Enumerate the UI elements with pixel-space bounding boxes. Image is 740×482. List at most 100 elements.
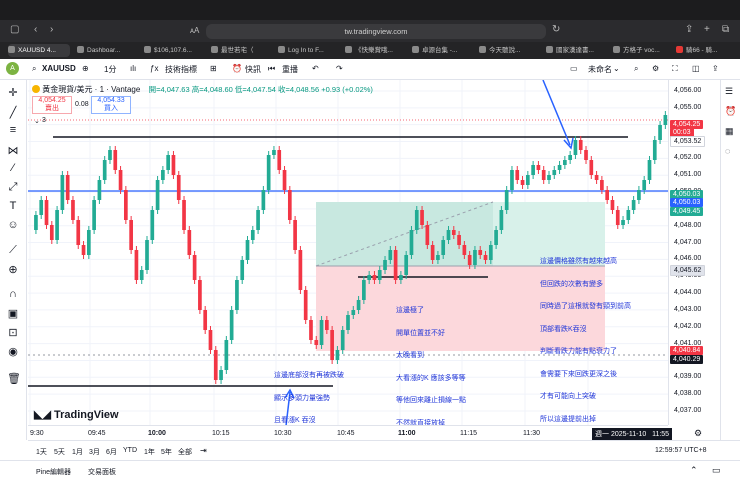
calendar-icon[interactable]: ▦	[725, 126, 734, 136]
lock-drawings-icon[interactable]: ▣	[7, 308, 19, 320]
price-badge: 4,053.52	[670, 136, 706, 147]
candle-body	[229, 310, 234, 340]
annotation-middle[interactable]: 這邊極了 開單位置並不好 太晚看到 大看漲的K 應該多等等 等他回來離止損線一點…	[396, 292, 466, 435]
candle-body	[330, 330, 334, 360]
sidebar-icon[interactable]: ▢	[10, 24, 20, 35]
range-1y[interactable]: 1年	[144, 449, 155, 456]
browser-tab[interactable]: $106,107.6...	[144, 44, 206, 57]
screenshot-camera-icon[interactable]: ◫	[692, 64, 700, 73]
browser-tab[interactable]: 騎66 - 騎...	[676, 44, 736, 57]
indicators-icon[interactable]: ƒx	[150, 64, 159, 73]
settings-gear-icon[interactable]: ⚙	[652, 64, 660, 73]
browser-tab[interactable]: 國家漢達書...	[546, 44, 608, 57]
alert-clock-icon[interactable]: ⏰	[232, 64, 242, 73]
hide-drawings-icon[interactable]: ◉	[8, 346, 18, 358]
brush-icon[interactable]: ⁄	[12, 162, 14, 174]
browser-tab[interactable]: 最世若宅（	[211, 44, 273, 57]
price-badge: 4,045.62	[670, 265, 706, 276]
clock-display[interactable]: 12:59:57 UTC+8	[655, 447, 707, 454]
annotation-right[interactable]: 這邊價格雖然有越來越高 但回跌的次數有變多 同時過了這根就發有頸到前高 頂部看跌…	[540, 243, 631, 431]
new-tab-icon[interactable]: +	[704, 24, 710, 35]
browser-tab[interactable]: 方格子 voc...	[613, 44, 671, 57]
alert-button[interactable]: 快訊	[245, 65, 261, 74]
chart-type-icon[interactable]: ılı	[130, 64, 137, 73]
tab-favicon-icon	[278, 46, 285, 53]
range-1d[interactable]: 1天	[36, 449, 47, 456]
trendline-icon[interactable]: ╱	[9, 107, 17, 119]
text-tool-icon[interactable]: T	[9, 200, 17, 212]
settings-search-icon[interactable]: ⌕	[634, 64, 639, 73]
maximize-panel-icon[interactable]: ▭	[712, 465, 721, 475]
fullscreen-icon[interactable]: ⛶	[672, 64, 678, 73]
symbol-search-icon[interactable]: ⌕	[32, 64, 37, 73]
pattern-icon[interactable]: ⋈	[7, 145, 19, 157]
trash-icon[interactable]: 🗑	[7, 373, 21, 385]
indicators-collapse-icon[interactable]: ⌄	[34, 118, 40, 125]
candle-body	[108, 150, 112, 160]
publish-upload-icon[interactable]: ⇪	[712, 64, 719, 73]
collapse-panel-icon[interactable]: ⌃	[690, 465, 698, 475]
range-ytd[interactable]: YTD	[123, 447, 137, 454]
range-all[interactable]: 全部	[178, 449, 192, 456]
magnet-icon[interactable]: ∩	[9, 288, 17, 300]
pine-editor-tab[interactable]: Pine編輯器	[36, 469, 72, 476]
candle-body	[198, 280, 202, 310]
compare-add-icon[interactable]: ⊕	[82, 64, 89, 73]
url-field[interactable]: tw.tradingview.com	[206, 24, 546, 39]
symbol-name[interactable]: XAUUSD	[42, 64, 76, 73]
zoom-in-icon[interactable]: ⊕	[8, 264, 18, 276]
ruler-icon[interactable]: ⟋	[9, 244, 17, 256]
legend-title[interactable]: 黃金現貨/美元 · 1 · Vantage	[42, 85, 141, 94]
undo-icon[interactable]: ↶	[312, 64, 319, 73]
chat-icon[interactable]: ◌	[725, 146, 731, 156]
range-3m[interactable]: 3月	[89, 449, 100, 456]
browser-tab[interactable]: 卓源台集 -...	[412, 44, 474, 57]
emoji-icon[interactable]: ☺	[7, 219, 19, 231]
browser-tab[interactable]: Dashboar...	[77, 44, 139, 57]
buy-button[interactable]: 4,054.33 買入	[91, 96, 131, 114]
alerts-icon[interactable]: ⏰	[725, 106, 737, 116]
tradingview-logo[interactable]: ◣◢ TradingView	[34, 408, 119, 421]
range-5y[interactable]: 5年	[161, 449, 172, 456]
user-avatar[interactable]: A	[6, 62, 19, 75]
browser-tab[interactable]: 《快樂賞哦...	[345, 44, 407, 57]
interval-button[interactable]: 1分	[104, 65, 117, 74]
browser-tab[interactable]: Log In to F...	[278, 44, 340, 57]
lock-icon[interactable]: ⊡	[8, 327, 18, 339]
candle-body	[626, 210, 631, 220]
annotation-bottom-left[interactable]: 這邊底部沒有再被跌破 顯示多頭力量強勢 且看漲K 吞沒	[274, 357, 344, 432]
settings-icon[interactable]: ⚙	[694, 428, 703, 438]
range-6m[interactable]: 6月	[106, 449, 117, 456]
indicator-count[interactable]: 3	[42, 117, 46, 124]
back-icon[interactable]: ‹	[34, 24, 38, 35]
layout-icon[interactable]: ▭	[570, 64, 578, 73]
replay-button[interactable]: 重播	[282, 65, 298, 74]
redo-icon[interactable]: ↷	[336, 64, 343, 73]
layout-name[interactable]: 未命名	[588, 65, 612, 74]
crosshair-icon[interactable]: ✛	[8, 87, 18, 99]
aa-icon[interactable]: ᴀA	[190, 26, 200, 35]
fib-retracement-icon[interactable]: ≡	[9, 124, 17, 136]
watchlist-icon[interactable]: ☰	[725, 86, 734, 96]
browser-tab[interactable]: XAUUSD 4...	[8, 44, 70, 57]
chart-pane[interactable]	[28, 80, 668, 425]
candle-body	[213, 350, 218, 380]
layout-grid-icon[interactable]: ⊞	[210, 64, 217, 73]
browser-tab[interactable]: 今天聽說...	[479, 44, 541, 57]
replay-icon[interactable]: ⏮	[268, 64, 276, 73]
tv-logo-icon: ◣◢	[34, 409, 51, 421]
layout-dropdown-icon[interactable]: ⌄	[613, 64, 620, 73]
indicators-button[interactable]: 技術指標	[165, 65, 197, 74]
forward-icon[interactable]: ›	[50, 24, 54, 35]
trading-panel-tab[interactable]: 交易面板	[88, 469, 116, 476]
time-axis[interactable]	[28, 425, 668, 441]
prediction-icon[interactable]: ⤢	[8, 181, 18, 193]
price-chart[interactable]	[28, 80, 668, 425]
range-1m[interactable]: 1月	[72, 449, 83, 456]
go-to-date-icon[interactable]: ⇥	[200, 446, 207, 455]
range-5d[interactable]: 5天	[54, 449, 65, 456]
share-icon[interactable]: ⇪	[685, 24, 694, 35]
sell-button[interactable]: 4,054.25 賣出	[32, 96, 72, 114]
tabs-overview-icon[interactable]: ⧉	[722, 24, 730, 35]
reload-icon[interactable]: ↻	[552, 24, 561, 35]
